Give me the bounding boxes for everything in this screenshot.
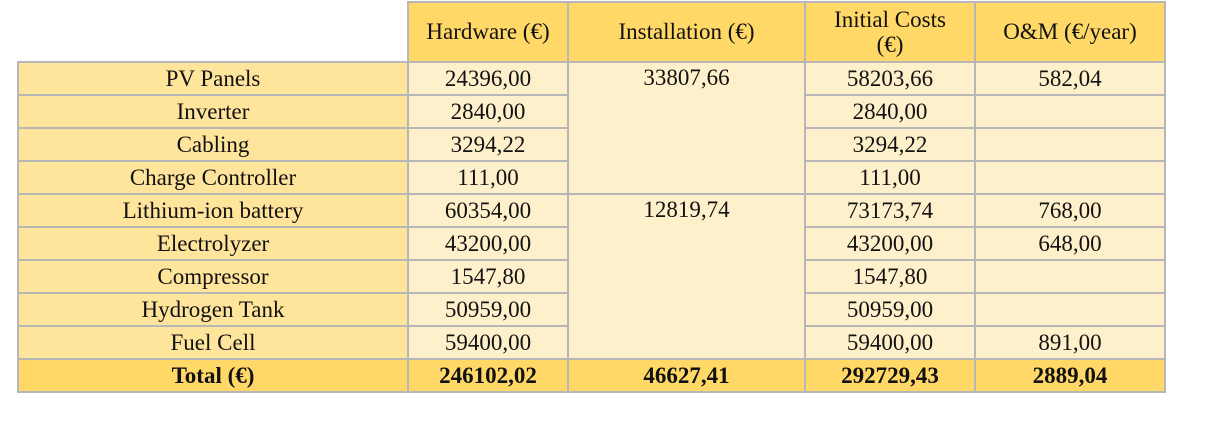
total-initial: 292729,43 [804,358,976,393]
total-row: Total (€) 246102,02 46627,41 292729,43 2… [17,358,1166,393]
om-cell [974,259,1166,294]
row-label: Compressor [17,259,409,294]
om-cell: 768,00 [974,193,1166,228]
om-cell: 648,00 [974,226,1166,261]
initial-cell: 59400,00 [804,325,976,360]
row-label: Charge Controller [17,160,409,195]
initial-cell: 3294,22 [804,127,976,162]
om-cell [974,292,1166,327]
header-initial-costs-line2: (€) [876,32,904,57]
row-label: Hydrogen Tank [17,292,409,327]
hardware-cell: 1547,80 [407,259,569,294]
header-hardware: Hardware (€) [407,1,569,63]
initial-cell: 111,00 [804,160,976,195]
table-row: Electrolyzer 43200,00 43200,00 648,00 [17,226,1166,261]
om-cell [974,94,1166,129]
total-label: Total (€) [17,358,409,393]
row-label: Inverter [17,94,409,129]
header-om: O&M (€/year) [974,1,1166,63]
table-row: Cabling 3294,22 3294,22 [17,127,1166,162]
header-installation: Installation (€) [567,1,806,63]
header-blank-cell [18,2,408,62]
installation-group-storage: 12819,74 [567,193,806,360]
row-label: Cabling [17,127,409,162]
row-label: Lithium-ion battery [17,193,409,228]
header-initial-costs: Initial Costs (€) [804,1,976,63]
initial-cell: 1547,80 [804,259,976,294]
hardware-cell: 43200,00 [407,226,569,261]
table-row: Lithium-ion battery 60354,00 12819,74 73… [17,193,1166,360]
row-label: PV Panels [17,61,409,96]
om-cell [974,127,1166,162]
initial-cell: 50959,00 [804,292,976,327]
hardware-cell: 2840,00 [407,94,569,129]
total-installation: 46627,41 [567,358,806,393]
table-row: Inverter 2840,00 2840,00 [17,94,1166,129]
cost-table: Hardware (€) Installation (€) Initial Co… [17,1,1166,393]
hardware-cell: 60354,00 [407,193,569,228]
table-row: Charge Controller 111,00 111,00 [17,160,1166,195]
table-row: Fuel Cell 59400,00 59400,00 891,00 [17,325,1166,360]
table-row: Hydrogen Tank 50959,00 50959,00 [17,292,1166,327]
total-hardware: 246102,02 [407,358,569,393]
om-cell [974,160,1166,195]
header-row: Hardware (€) Installation (€) Initial Co… [18,1,1166,63]
hardware-cell: 50959,00 [407,292,569,327]
initial-cell: 2840,00 [804,94,976,129]
initial-cell: 73173,74 [804,193,976,228]
row-label: Electrolyzer [17,226,409,261]
om-cell: 891,00 [974,325,1166,360]
row-label: Fuel Cell [17,325,409,360]
hardware-cell: 111,00 [407,160,569,195]
header-initial-costs-line1: Initial Costs [834,6,946,32]
table-row: PV Panels 24396,00 33807,66 58203,66 582… [17,61,1166,195]
hardware-cell: 24396,00 [407,61,569,96]
initial-cell: 43200,00 [804,226,976,261]
installation-group-pv: 33807,66 [567,61,806,195]
om-cell: 582,04 [974,61,1166,96]
total-om: 2889,04 [974,358,1166,393]
hardware-cell: 59400,00 [407,325,569,360]
initial-cell: 58203,66 [804,61,976,96]
table-row: Compressor 1547,80 1547,80 [17,259,1166,294]
hardware-cell: 3294,22 [407,127,569,162]
